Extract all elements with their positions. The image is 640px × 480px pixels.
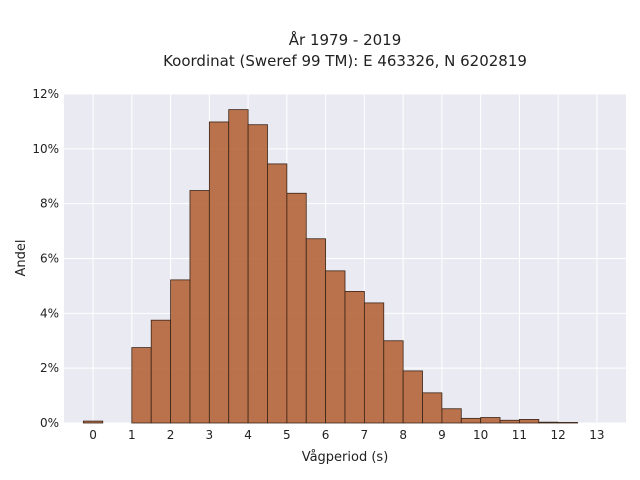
- x-tick-label: 11: [512, 428, 527, 442]
- histogram-bar: [383, 340, 404, 424]
- y-tick-label: 6%: [40, 252, 59, 266]
- histogram-bar: [499, 419, 520, 424]
- x-tick-label: 2: [167, 428, 175, 442]
- axis-ticks: 0 1 2 3 4 5 6 7 8 9 10 11 12 130%2%4%6%8%10%12%: [32, 87, 604, 442]
- histogram-bar: [189, 190, 210, 424]
- y-tick-label: 0%: [40, 416, 59, 430]
- histogram-bar: [325, 270, 346, 424]
- histogram-bar: [305, 238, 327, 424]
- histogram-bar: [286, 192, 307, 424]
- x-tick-label: 7: [361, 428, 369, 442]
- chart-title: År 1979 - 2019: [289, 30, 402, 49]
- x-tick-label: 10: [473, 428, 488, 442]
- x-tick-label: 5: [283, 428, 291, 442]
- y-tick-label: 10%: [32, 142, 59, 156]
- histogram-bar: [460, 417, 482, 424]
- x-tick-label: 4: [244, 428, 252, 442]
- bars: [82, 109, 578, 424]
- y-tick-label: 8%: [40, 197, 59, 211]
- x-axis-label: Vågperiod (s): [302, 450, 389, 465]
- x-tick-label: 1: [128, 428, 136, 442]
- x-tick-label: 3: [206, 428, 214, 442]
- y-axis-label: Andel: [14, 240, 29, 277]
- x-tick-label: 6: [322, 428, 330, 442]
- histogram-bar: [131, 347, 152, 424]
- histogram-bar: [82, 420, 104, 424]
- y-tick-label: 2%: [40, 361, 59, 375]
- histogram-bar: [557, 422, 578, 424]
- histogram-bar: [363, 302, 385, 424]
- histogram-bar: [150, 319, 171, 424]
- x-tick-label: 0: [89, 428, 97, 442]
- histogram-bar: [247, 124, 268, 424]
- x-tick-label: 13: [589, 428, 604, 442]
- x-tick-label: 12: [551, 428, 566, 442]
- histogram-bar: [344, 290, 365, 424]
- histogram-bar: [422, 392, 443, 424]
- x-tick-label: 8: [399, 428, 407, 442]
- histogram-bar: [267, 163, 288, 424]
- chart-subtitle: Koordinat (Sweref 99 TM): E 463326, N 62…: [163, 52, 527, 70]
- histogram-bar: [519, 419, 540, 424]
- histogram-bar: [402, 370, 423, 424]
- histogram-bar: [228, 109, 249, 424]
- y-tick-label: 12%: [32, 87, 59, 101]
- histogram-bar: [208, 121, 230, 424]
- histogram-bar: [480, 417, 501, 424]
- histogram-bar: [170, 279, 191, 424]
- histogram-bar: [538, 421, 559, 424]
- y-tick-label: 4%: [40, 306, 59, 320]
- histogram-bar: [441, 408, 462, 424]
- x-tick-label: 9: [438, 428, 446, 442]
